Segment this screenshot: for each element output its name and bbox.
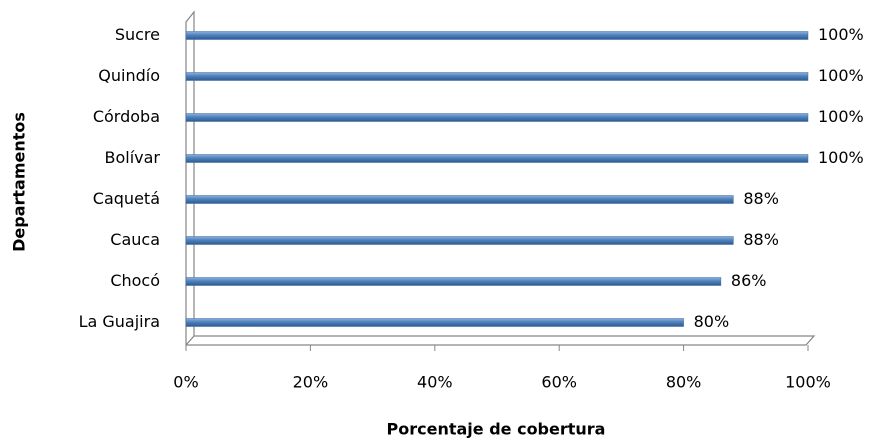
bar: [185, 154, 809, 163]
y-tick-label: Córdoba: [93, 107, 160, 126]
y-tick-label: Cauca: [110, 230, 160, 249]
x-tick-label: 80%: [666, 373, 702, 392]
value-label: 100%: [818, 66, 864, 85]
value-label: 86%: [731, 271, 767, 290]
y-axis-wall: [185, 10, 195, 347]
value-label: 100%: [818, 107, 864, 126]
bar: [185, 318, 684, 327]
value-label: 88%: [743, 189, 779, 208]
bar: [185, 236, 734, 245]
value-label: 100%: [818, 25, 864, 44]
y-tick-label: Quindío: [98, 66, 160, 85]
y-tick-label: La Guajira: [79, 312, 160, 331]
x-axis-title: Porcentaje de cobertura: [387, 420, 606, 439]
x-tick-label: 40%: [417, 373, 453, 392]
x-axis-floor: [186, 335, 816, 346]
bar: [185, 195, 734, 204]
value-label: 100%: [818, 148, 864, 167]
x-tick-label: 100%: [785, 373, 831, 392]
x-tick-label: 20%: [293, 373, 329, 392]
y-tick-label: Bolívar: [104, 148, 160, 167]
x-tick-label: 60%: [541, 373, 577, 392]
y-tick-label: Sucre: [115, 25, 160, 44]
value-label: 80%: [694, 312, 730, 331]
x-tick-label: 0%: [173, 373, 198, 392]
bar: [185, 31, 809, 40]
bar: [185, 72, 809, 81]
value-label: 88%: [743, 230, 779, 249]
bar: [185, 277, 722, 286]
bar: [185, 113, 809, 122]
y-axis-title: Departamentos: [10, 112, 29, 252]
y-tick-label: Caquetá: [93, 189, 160, 208]
y-tick-label: Chocó: [110, 271, 160, 290]
